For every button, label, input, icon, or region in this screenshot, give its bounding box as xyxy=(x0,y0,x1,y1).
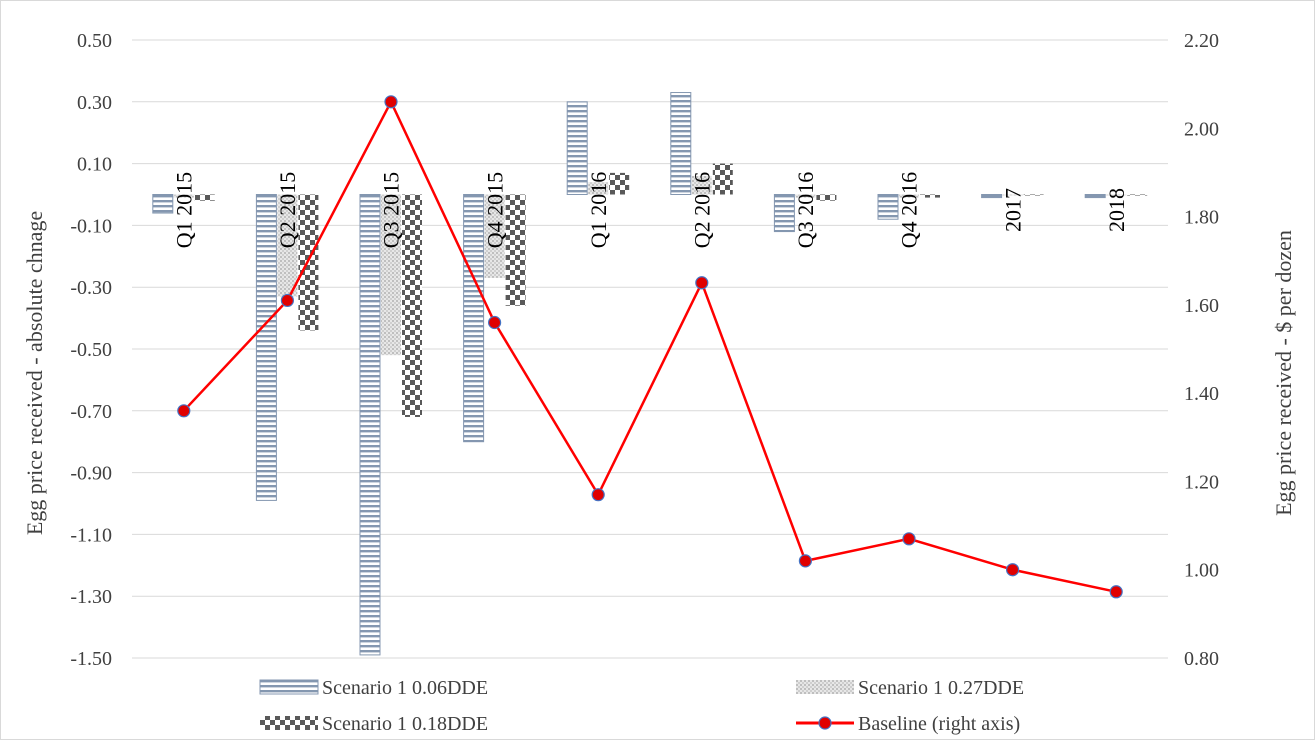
baseline-point xyxy=(280,293,294,308)
bar xyxy=(588,182,609,195)
bar xyxy=(1127,194,1148,196)
bar xyxy=(566,101,588,195)
baseline-series-line xyxy=(182,98,1117,594)
y2-tick-label: 2.20 xyxy=(1184,30,1219,52)
category-label: Q3 2015 xyxy=(379,172,404,248)
baseline-point xyxy=(488,315,502,330)
y2-tick-label: 1.00 xyxy=(1184,560,1219,582)
category-label: Q1 2015 xyxy=(172,172,197,248)
y-tick-label: 0.50 xyxy=(77,30,112,52)
bar xyxy=(981,194,1003,199)
y-tick-label: -0.30 xyxy=(70,277,112,299)
legend-label: Scenario 1 0.27DDE xyxy=(858,677,1024,699)
bar xyxy=(816,194,837,201)
legend-label: Baseline (right axis) xyxy=(858,713,1020,735)
y-tick-label: -0.50 xyxy=(70,339,112,361)
category-label: Q2 2016 xyxy=(690,172,715,248)
y-tick-label: 0.30 xyxy=(77,92,112,114)
bar xyxy=(920,194,940,198)
category-label: 2018 xyxy=(1104,188,1129,232)
category-label: Q1 2016 xyxy=(586,172,611,248)
y2-tick-label: 1.20 xyxy=(1184,471,1219,493)
y-tick-label: -1.10 xyxy=(70,524,112,546)
bar xyxy=(381,194,401,356)
legend-swatch-checker xyxy=(260,716,318,730)
bar xyxy=(463,194,485,443)
bar xyxy=(1002,194,1023,196)
y-tick-label: -1.30 xyxy=(70,586,112,608)
legend-item-baseline: Baseline (right axis) xyxy=(796,713,1020,735)
baseline-line xyxy=(177,95,1123,599)
legend-swatch-stripes xyxy=(259,679,319,695)
legend-item-scenario-006: Scenario 1 0.06DDE xyxy=(259,677,488,699)
legend-item-scenario-027: Scenario 1 0.27DDE xyxy=(796,677,1024,699)
bar xyxy=(255,194,277,501)
bar xyxy=(152,194,174,214)
bars xyxy=(152,92,1148,656)
bar xyxy=(359,194,381,656)
legend-label: Scenario 1 0.18DDE xyxy=(322,713,488,735)
bar xyxy=(173,194,194,198)
baseline-point xyxy=(798,554,813,568)
bar xyxy=(609,172,630,195)
bar xyxy=(773,194,795,233)
y-tick-label: -0.90 xyxy=(70,463,112,485)
bar xyxy=(484,194,505,278)
bar xyxy=(795,194,816,198)
category-label: Q4 2015 xyxy=(482,172,507,248)
baseline-point xyxy=(177,404,191,418)
left-axis-ticks: 0.50 0.30 0.10 -0.10 -0.30 -0.50 -0.70 -0.90 -1.… xyxy=(70,30,112,670)
y-tick-label: -0.10 xyxy=(70,215,112,237)
bar xyxy=(670,92,692,195)
legend-marker xyxy=(818,716,832,730)
bar xyxy=(877,194,899,220)
bar xyxy=(691,175,712,195)
legend: Scenario 1 0.06DDE Scenario 1 0.27DDE Sc… xyxy=(259,677,1024,735)
bar xyxy=(712,163,733,195)
y2-tick-label: 0.80 xyxy=(1184,648,1219,670)
y2-tick-label: 1.80 xyxy=(1184,207,1219,229)
baseline-point xyxy=(902,532,916,546)
bar xyxy=(1084,194,1106,199)
bar xyxy=(505,194,526,306)
category-label: 2017 xyxy=(1000,188,1025,232)
baseline-point xyxy=(1005,563,1020,577)
y-tick-label: -0.70 xyxy=(70,401,112,423)
baseline-point xyxy=(1109,585,1123,599)
bar xyxy=(402,194,422,417)
category-label: Q4 2016 xyxy=(897,172,922,248)
y2-tick-label: 1.60 xyxy=(1184,295,1219,317)
legend-item-scenario-018: Scenario 1 0.18DDE xyxy=(260,713,488,735)
category-label: Q3 2016 xyxy=(793,172,818,248)
y2-tick-label: 1.40 xyxy=(1184,383,1219,405)
category-label: Q2 2015 xyxy=(275,172,300,248)
y2-axis-title: Egg price received - $ per dozen xyxy=(1271,230,1296,516)
baseline-point xyxy=(384,95,398,109)
gridlines xyxy=(132,39,1168,659)
legend-label: Scenario 1 0.06DDE xyxy=(322,677,488,699)
baseline-point xyxy=(591,488,605,502)
bar xyxy=(1023,194,1044,196)
bar xyxy=(899,194,919,198)
y-tick-label: -1.50 xyxy=(70,648,112,670)
y-axis-title: Egg price received - absolute chnage xyxy=(22,211,47,535)
category-labels: Q1 2015 Q2 2015 Q3 2015 Q4 2015 Q1 2016 Q2 20… xyxy=(172,172,1129,248)
y2-tick-label: 2.00 xyxy=(1184,118,1219,140)
right-axis-ticks: 2.20 2.00 1.80 1.60 1.40 1.20 1.00 0.80 xyxy=(1184,30,1219,670)
bar xyxy=(277,194,298,297)
legend-swatch-dots xyxy=(796,680,854,694)
bar xyxy=(1106,194,1127,196)
y-tick-label: 0.10 xyxy=(77,154,112,176)
baseline-point xyxy=(695,276,709,290)
bar xyxy=(194,194,215,201)
